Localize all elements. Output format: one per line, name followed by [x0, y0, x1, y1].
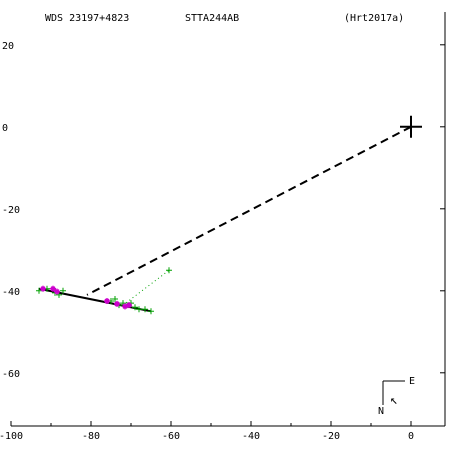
orbit-lines — [38, 125, 412, 313]
y-tick-label: -60 — [2, 369, 20, 380]
measurement-star-point — [54, 288, 60, 295]
y-tick-label: 0 — [2, 123, 8, 134]
measurement-star-point — [126, 302, 132, 309]
measurement-plus-point — [60, 287, 66, 294]
compass-north-label: N — [378, 406, 384, 417]
measurement-star-point — [50, 285, 56, 292]
measurement-star-point — [114, 300, 120, 307]
measurement-plus-point — [136, 306, 142, 313]
x-tick-label: 0 — [408, 431, 414, 442]
measurement-star-point — [104, 298, 110, 305]
measurement-plus-point — [36, 287, 42, 294]
periastron-dashed-line — [86, 125, 412, 296]
header-reference: (Hrt2017a) — [344, 13, 404, 24]
y-tick-label: -20 — [2, 205, 20, 216]
plot-frame — [11, 12, 446, 427]
measurement-star-point — [122, 303, 128, 310]
measurement-plus-point — [148, 308, 154, 315]
header-wds-id: WDS 23197+4823 — [45, 13, 129, 24]
compass-direction-arrow-icon: ↖ — [390, 393, 398, 408]
axis-ticks: -100 -80 -60 -40 -20 0 20 0 -20 -40 -60 — [0, 41, 445, 442]
y-tick-label: 20 — [2, 41, 14, 52]
primary-star-marker — [400, 115, 422, 138]
measurement-points — [36, 267, 172, 315]
x-tick-label: -60 — [162, 431, 180, 442]
measurement-plus-point — [142, 306, 148, 313]
measurement-plus-point — [112, 296, 118, 302]
primary-star-cross — [400, 115, 422, 138]
x-tick-label: -100 — [0, 431, 23, 442]
measurement-plus-point — [132, 304, 138, 311]
header-pair-name: STTA244AB — [185, 13, 239, 24]
x-tick-label: -40 — [242, 431, 260, 442]
compass: E N ↖ — [378, 376, 415, 417]
residual-dotted-line — [122, 269, 170, 306]
x-tick-label: -80 — [82, 431, 100, 442]
measurement-plus-point — [166, 267, 172, 274]
y-tick-label: -40 — [2, 287, 20, 298]
measurement-star-point — [40, 285, 46, 292]
x-tick-label: -20 — [322, 431, 340, 442]
compass-east-label: E — [409, 376, 415, 387]
